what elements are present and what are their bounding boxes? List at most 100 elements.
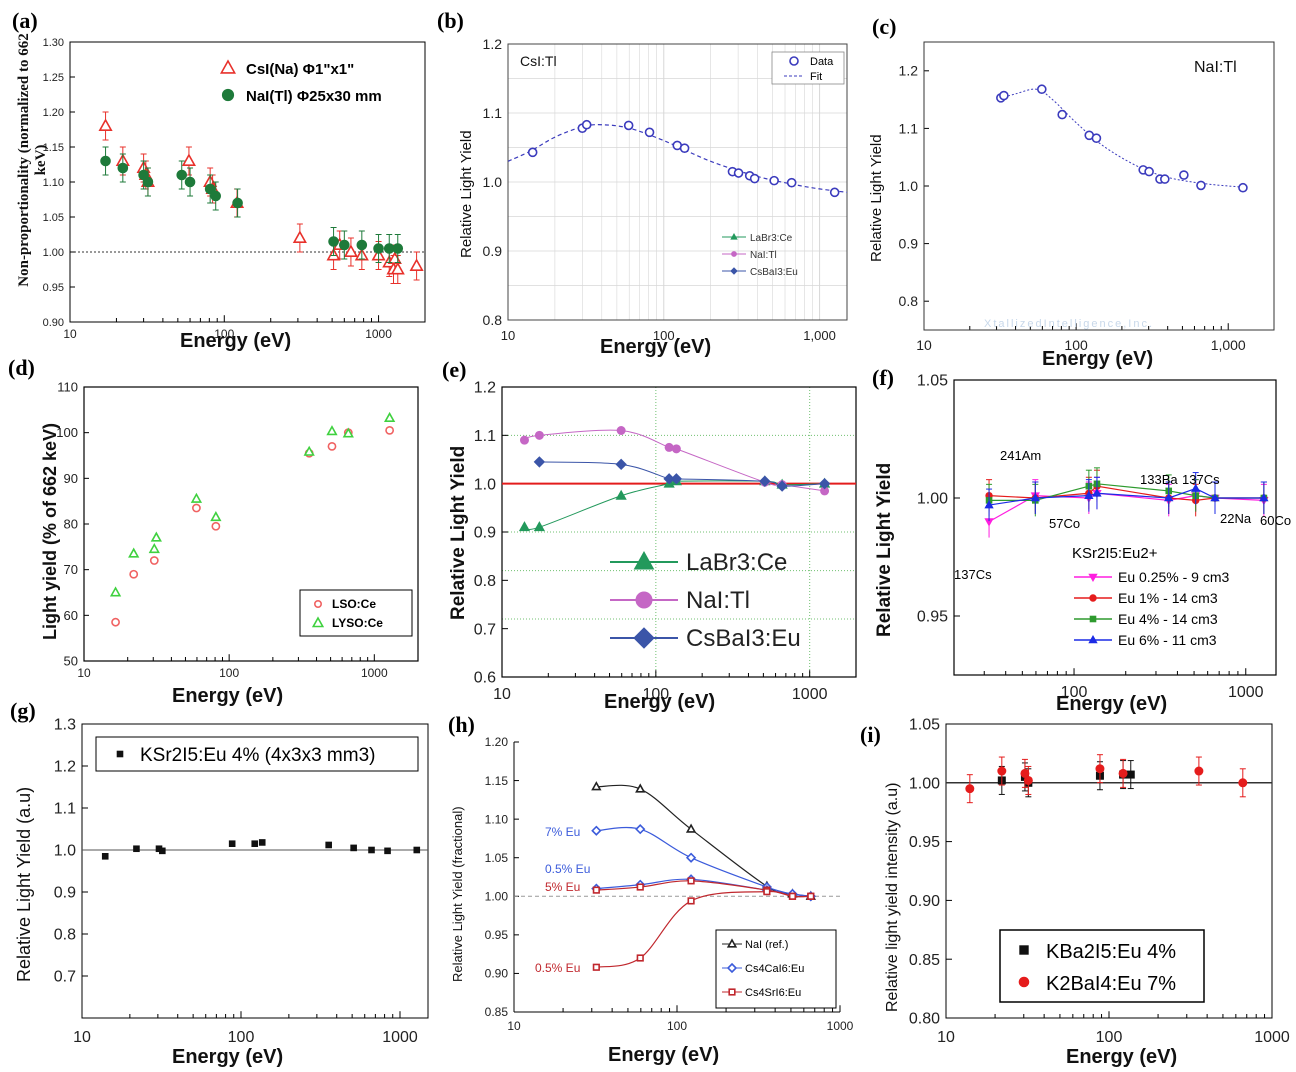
panel-label-d: (d): [8, 355, 35, 380]
chart-e-legend-marker: [635, 591, 653, 609]
chart-c-fit-line: [996, 88, 1243, 188]
chart-f-series-3-point: [1092, 488, 1102, 497]
chart-g-legend-marker: [116, 750, 124, 758]
chart-f-series-3-point: [1259, 492, 1269, 502]
chart-c-data-point: [1057, 109, 1067, 120]
chart-i-xtick-label: 100: [1096, 1029, 1123, 1046]
chart-h-legend-label: Cs4SrI6:Eu: [745, 987, 801, 999]
chart-e-xtick-label: 1000: [792, 686, 828, 703]
chart-a-csi-point: [181, 153, 196, 166]
chart-h-legend-marker: [726, 962, 738, 974]
chart-e-series-1-point: [534, 430, 544, 440]
panel-f: (f) 100 1000 0.95 1.00 1.05 241Am 57Co 133Ba 137…: [864, 355, 1296, 715]
chart-h-annotation: 0.5% Eu: [535, 961, 580, 975]
chart-e-ytick-label: 0.8: [474, 573, 496, 590]
chart-g-ylabel: Relative Light Yield (a.u): [14, 786, 34, 982]
chart-f-legend-title: KSr2I5:Eu2+: [1072, 545, 1158, 562]
chart-g-ytick-label: 0.9: [54, 885, 76, 902]
chart-i-ytick-label: 0.95: [909, 834, 940, 851]
chart-a-nai-point: [392, 243, 404, 254]
chart-h-ytick-label: 1.00: [485, 889, 509, 903]
chart-a-nai-point: [210, 190, 222, 202]
chart-h-annotation: 7% Eu: [545, 825, 580, 839]
chart-g-ytick-label: 1.2: [54, 759, 76, 776]
chart-i-k2bai-point: [997, 766, 1007, 776]
chart-b-xlabel: Energy (eV): [600, 336, 712, 358]
chart-f-series-3-point: [1030, 492, 1040, 502]
chart-g-frame: [81, 723, 429, 1019]
chart-b-data-point: [623, 120, 634, 131]
chart-a-nai-point: [328, 236, 339, 247]
chart-f-source-label: 60Co: [1260, 513, 1291, 528]
chart-i-ytick-label: 1.00: [909, 775, 940, 792]
chart-h-ytick-label: 1.05: [485, 851, 509, 865]
chart-h-ytick-label: 0.95: [485, 928, 509, 942]
chart-c-watermark: XtallizedIntelligence,Inc.: [984, 318, 1154, 330]
chart-g-ytick-label: 1.1: [54, 801, 76, 818]
chart-h-series-3-point: [592, 886, 600, 894]
chart-g-ytick-label: 0.7: [54, 969, 76, 986]
chart-e: 10 100 1000 0.6 0.7 0.8 0.9 1.0 1.1 1.2 LaBr3:Ce Na…: [474, 380, 857, 703]
chart-h-series-3-line: [596, 880, 811, 898]
chart-d-lyso-point: [383, 411, 396, 423]
chart-e-legend-marker: [633, 550, 655, 570]
chart-i-k2bai-point: [965, 784, 975, 794]
chart-f-legend-label: Eu 1% - 14 cm3: [1118, 590, 1218, 606]
chart-i-legend-marker: [1019, 945, 1029, 955]
chart-f-frame: [953, 379, 1277, 676]
chart-d-lyso-point: [148, 542, 160, 554]
chart-i-ytick-label: 0.80: [909, 1011, 940, 1028]
chart-b-frame: [507, 43, 848, 321]
chart-a-nai-point: [100, 155, 111, 167]
chart-i-frame: [945, 723, 1273, 1019]
chart-d-lso-point: [385, 425, 395, 435]
chart-g-xtick-label: 10: [73, 1029, 91, 1046]
chart-e-legend-label: LaBr3:Ce: [686, 549, 787, 576]
chart-c-ylabel: Relative Light Yield: [868, 134, 885, 262]
chart-d-lso-point: [111, 617, 120, 627]
chart-d-lso-point: [192, 503, 201, 513]
chart-d-lyso-point: [128, 547, 140, 558]
chart-e-series-1-point: [616, 426, 626, 435]
chart-h: 10 100 1000 0.85 0.90 0.95 1.00 1.05 1.10 1.15 1.2…: [485, 735, 854, 1033]
chart-d-lyso-point: [303, 445, 315, 456]
chart-e-series-1-point: [664, 442, 674, 452]
panel-label-b: (b): [437, 8, 464, 33]
chart-f-legend-marker: [1088, 634, 1098, 644]
chart-h-series-4-point: [788, 892, 797, 900]
chart-a-ylabel: Non-proportionality (normalized to 662 k…: [16, 30, 50, 290]
chart-e-ytick-label: 0.9: [474, 525, 496, 542]
chart-d-lyso-point: [150, 531, 162, 542]
chart-e-series-2-point: [533, 456, 546, 468]
chart-e-series-0-point: [518, 521, 531, 532]
chart-e-ytick-label: 1.0: [474, 476, 496, 493]
chart-a-xtick-label: 100: [214, 327, 234, 341]
chart-f-series-3-point: [1210, 492, 1220, 502]
chart-f-legend-label: Eu 0.25% - 9 cm3: [1118, 569, 1229, 585]
chart-a-legend-marker: [219, 59, 237, 74]
chart-d-legend-label: LSO:Ce: [332, 597, 376, 611]
chart-h-series-1-point: [685, 852, 697, 863]
chart-i-k2bai-point: [1238, 778, 1248, 788]
chart-f-xlabel: Energy (eV): [1056, 693, 1168, 715]
chart-f: 100 1000 0.95 1.00 1.05 241Am 57Co 133Ba 137Cs 22…: [917, 373, 1291, 701]
chart-h-xtick-label: 10: [507, 1019, 521, 1033]
chart-b-data-point: [527, 147, 538, 158]
chart-b-data-point: [679, 143, 690, 153]
chart-f-legend-marker: [1089, 594, 1097, 602]
chart-h-ytick-label: 1.15: [485, 774, 509, 788]
chart-g-data-point: [159, 847, 166, 855]
chart-b-data-point: [769, 175, 779, 186]
panel-b: (b) 10 100 1,000 0.8 0.9 1.0 1.1 1.2 CsI:Tl Data F…: [432, 0, 864, 358]
chart-e-legend-label: NaI:Tl: [686, 587, 750, 614]
chart-g-data-point: [368, 846, 375, 854]
chart-b-data-point: [749, 173, 760, 184]
chart-g-xlabel: Energy (eV): [172, 1046, 284, 1068]
chart-i-ytick-label: 0.85: [909, 952, 940, 969]
chart-d-lyso-point: [326, 425, 338, 436]
chart-b-ghost-legend-label: NaI:Tl: [750, 250, 777, 261]
chart-g-data-point: [350, 844, 357, 852]
chart-e-series-0-point: [615, 489, 627, 500]
chart-h-series-4-point: [687, 897, 695, 905]
chart-h-series-4-point: [592, 963, 600, 971]
